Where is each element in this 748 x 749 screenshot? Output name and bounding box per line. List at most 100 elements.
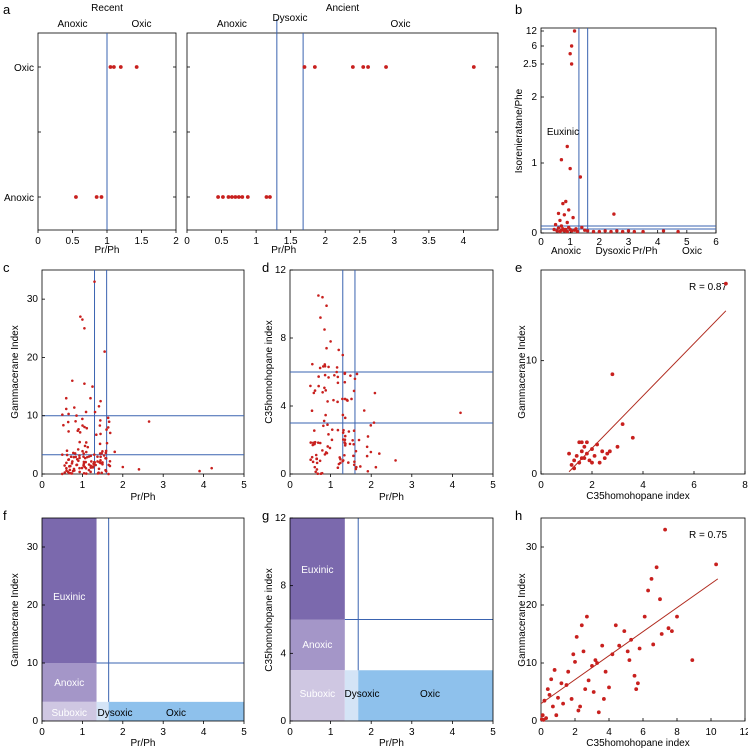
panel-b-label-prph: Pr/Ph xyxy=(632,246,657,257)
panel-g-zone-oxic xyxy=(358,670,493,721)
panel-c-point xyxy=(60,472,64,476)
panel-e-point xyxy=(579,440,584,445)
panel-h-point xyxy=(663,527,667,532)
panel-h-ytick-label: 30 xyxy=(526,542,538,553)
panel-c-point xyxy=(99,399,102,403)
panel-c-point xyxy=(73,406,76,409)
panel-d-point xyxy=(315,461,319,465)
panel-d-point xyxy=(328,446,332,450)
panel-a-point-oxic xyxy=(118,65,123,69)
panel-h-point xyxy=(636,681,640,686)
panel-c-point xyxy=(101,462,104,466)
panel-d-point xyxy=(321,391,324,394)
panel-f-zone-anoxic xyxy=(42,663,97,702)
panel-d-point xyxy=(318,441,322,445)
panel-d-point xyxy=(373,391,377,395)
panel-c-point xyxy=(83,326,86,330)
panel-c-point xyxy=(70,462,74,465)
panel-b-point xyxy=(572,29,577,33)
panel-f-xtick-label: 0 xyxy=(39,727,45,738)
panel-d-point xyxy=(342,428,345,432)
panel-c-point xyxy=(91,466,95,469)
panel-h-fit-line xyxy=(540,578,719,705)
panel-f-ytick-label: 20 xyxy=(27,600,39,611)
panel-c-point xyxy=(95,433,98,437)
panel-letter-e: e xyxy=(515,260,522,275)
panel-b-point xyxy=(565,229,569,234)
panel-d-point xyxy=(321,295,324,299)
panel-g-label-euxinic: Euxinic xyxy=(301,565,333,576)
panel-a-ancient-xtick-label: 2.5 xyxy=(353,236,367,247)
panel-d-point xyxy=(338,456,342,459)
panel-d-point xyxy=(366,435,370,438)
panel-b-point xyxy=(555,229,559,233)
panel-d-point xyxy=(325,304,328,308)
panel-d-point xyxy=(348,442,352,446)
panel-a-ancient-zone-oxic: Oxic xyxy=(391,19,411,30)
panel-c-point xyxy=(71,379,74,383)
panel-b-point xyxy=(591,229,596,234)
panel-c-point xyxy=(61,413,64,416)
panel-d-point xyxy=(317,294,320,297)
panel-c-ytick-label: 10 xyxy=(27,411,39,422)
panel-d-point xyxy=(330,428,334,431)
panel-c-frame xyxy=(41,269,245,475)
panel-d-point xyxy=(352,454,355,458)
panel-h-point xyxy=(579,623,584,628)
panel-e-point xyxy=(592,453,597,458)
panel-g-xtick-label: 2 xyxy=(368,727,374,738)
panel-e-point xyxy=(620,422,625,427)
panel-g-ytick-label: 8 xyxy=(280,581,286,592)
panel-d-ytick-label: 12 xyxy=(275,265,287,276)
panel-d-point xyxy=(325,451,329,455)
panel-h-ytick-label: 20 xyxy=(526,600,538,611)
panel-d-point xyxy=(309,384,312,388)
panel-c-point xyxy=(81,449,84,453)
panel-h-point xyxy=(578,704,582,709)
panel-a-ancient-point-anoxic xyxy=(236,195,241,199)
panel-c-point xyxy=(85,426,89,430)
panel-c-point xyxy=(69,455,73,459)
panel-d-xlabel: Pr/Ph xyxy=(379,492,404,503)
panel-b-ytick-label: 0 xyxy=(531,228,537,239)
panel-c-xtick-label: 4 xyxy=(201,480,207,491)
panel-b-xtick-label: 0 xyxy=(538,237,544,248)
panel-a-zone-oxic: Oxic xyxy=(132,19,152,30)
panel-h-point xyxy=(596,710,601,715)
panel-b-point xyxy=(553,222,558,227)
panel-e-point xyxy=(569,463,574,467)
panel-d-point xyxy=(346,399,349,402)
panel-d-point xyxy=(336,428,340,432)
panel-d-point xyxy=(313,389,317,392)
panel-h-point xyxy=(581,649,586,654)
panel-h-point xyxy=(561,701,565,706)
panel-d-ytick-label: 4 xyxy=(280,401,286,412)
panel-d-point xyxy=(459,411,462,415)
panel-d-point xyxy=(372,421,376,424)
panel-g-zone-euxinic xyxy=(290,518,345,620)
panel-e-point xyxy=(615,444,620,449)
panel-a-ancient-xlabel: Pr/Ph xyxy=(271,245,296,256)
panel-h-xtick-label: 2 xyxy=(572,727,578,738)
panel-b-point xyxy=(558,218,562,223)
panel-g-ytick-label: 12 xyxy=(275,513,287,524)
panel-b-xtick-label: 3 xyxy=(626,237,632,248)
panel-b-point xyxy=(559,224,564,228)
panel-h-point xyxy=(666,626,671,631)
panel-d-point xyxy=(314,470,317,474)
panel-c-point xyxy=(63,471,67,474)
panel-a-ancient-point-anoxic xyxy=(245,195,250,199)
panel-e-point xyxy=(574,453,579,458)
panel-d-point xyxy=(309,458,312,462)
panel-d-point xyxy=(323,386,326,390)
panel-d-point xyxy=(321,365,325,368)
panel-d-point xyxy=(343,444,347,447)
panel-b-point xyxy=(572,228,577,232)
panel-a-ancient-xtick-label: 1 xyxy=(253,236,259,247)
panel-h-point xyxy=(554,713,559,718)
panel-d-point xyxy=(341,397,344,401)
panel-h-point xyxy=(591,690,596,694)
panel-e-point xyxy=(585,440,589,445)
panel-e-annotation: R = 0.87 xyxy=(689,282,728,293)
panel-f-ytick-label: 10 xyxy=(27,658,39,669)
